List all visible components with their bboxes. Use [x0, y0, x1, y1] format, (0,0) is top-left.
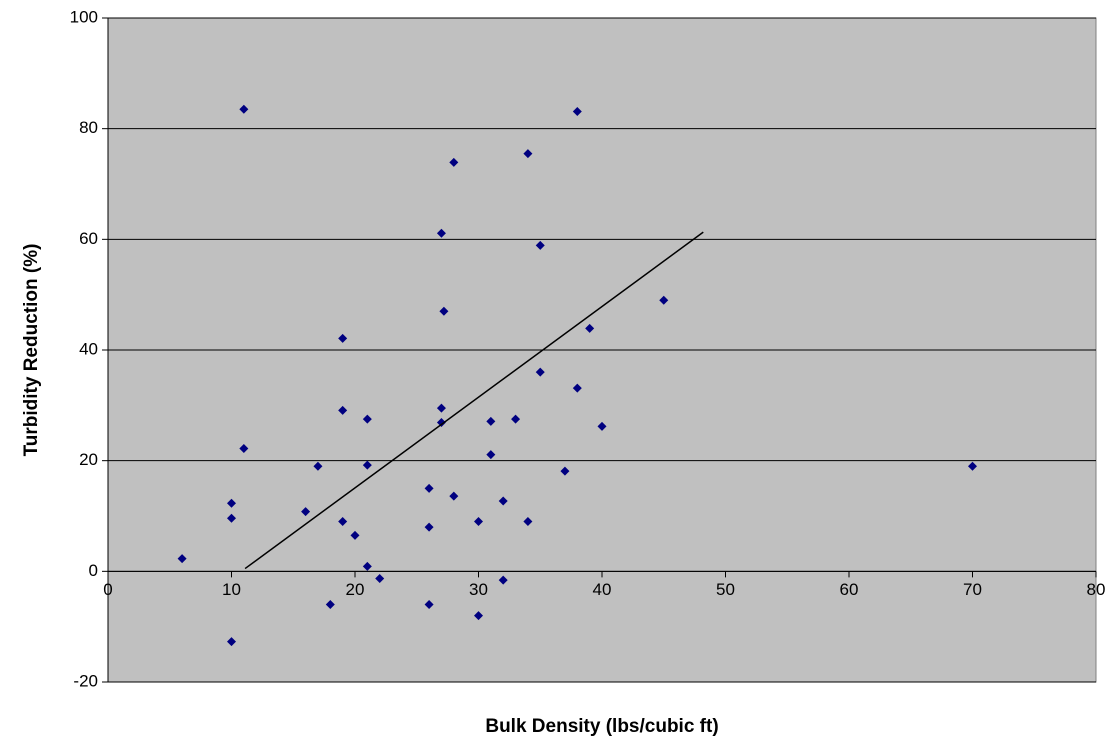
point: [968, 461, 977, 471]
point: [227, 498, 236, 508]
point: [424, 483, 434, 493]
point: [572, 107, 582, 117]
point: [177, 554, 187, 564]
point: [362, 414, 372, 424]
point: [498, 496, 508, 506]
y-tick-label: 0: [89, 561, 98, 580]
y-tick-label: 20: [79, 450, 98, 469]
y-axis-title: Turbidity Reduction (%): [21, 244, 42, 457]
x-tick-label: 10: [222, 580, 241, 599]
x-tick-label: 80: [1087, 580, 1106, 599]
x-tick-label: 0: [103, 580, 112, 599]
point: [449, 491, 459, 501]
y-tick-label: 80: [79, 118, 98, 137]
point: [486, 416, 496, 426]
point: [301, 507, 311, 517]
point: [511, 414, 521, 424]
point: [572, 383, 582, 393]
point: [362, 561, 372, 571]
y-tick-label: -20: [73, 671, 98, 690]
x-axis-title: Bulk Density (lbs/cubic ft): [485, 716, 718, 737]
trendline: [244, 231, 704, 570]
point: [362, 460, 372, 470]
point: [560, 466, 570, 476]
y-tick-label: 60: [79, 229, 98, 248]
point: [439, 306, 449, 316]
point: [239, 104, 249, 114]
point: [449, 157, 459, 167]
point: [325, 600, 335, 610]
x-tick-label: 60: [840, 580, 859, 599]
point: [474, 517, 483, 527]
x-tick-label: 20: [346, 580, 365, 599]
point: [523, 517, 533, 527]
point: [486, 450, 496, 460]
point: [523, 149, 533, 159]
point: [436, 228, 446, 238]
x-tick-label: 70: [963, 580, 982, 599]
point: [597, 421, 607, 431]
point: [474, 611, 483, 621]
y-tick-label: 100: [70, 7, 98, 26]
point: [350, 530, 360, 540]
point: [436, 417, 446, 427]
point: [535, 240, 545, 250]
point: [227, 637, 236, 647]
point: [375, 574, 385, 584]
point: [338, 517, 348, 527]
point: [313, 461, 323, 471]
x-tick-label: 30: [469, 580, 488, 599]
point: [424, 522, 434, 532]
point: [424, 600, 434, 610]
y-tick-label: 40: [79, 339, 98, 358]
point: [535, 367, 545, 377]
point: [227, 513, 236, 523]
point: [436, 403, 446, 413]
x-tick-label: 40: [593, 580, 612, 599]
point: [585, 323, 595, 333]
point: [659, 295, 669, 305]
point: [239, 443, 249, 453]
point: [338, 405, 348, 415]
point: [338, 333, 348, 343]
point: [498, 575, 508, 585]
x-tick-label: 50: [716, 580, 735, 599]
